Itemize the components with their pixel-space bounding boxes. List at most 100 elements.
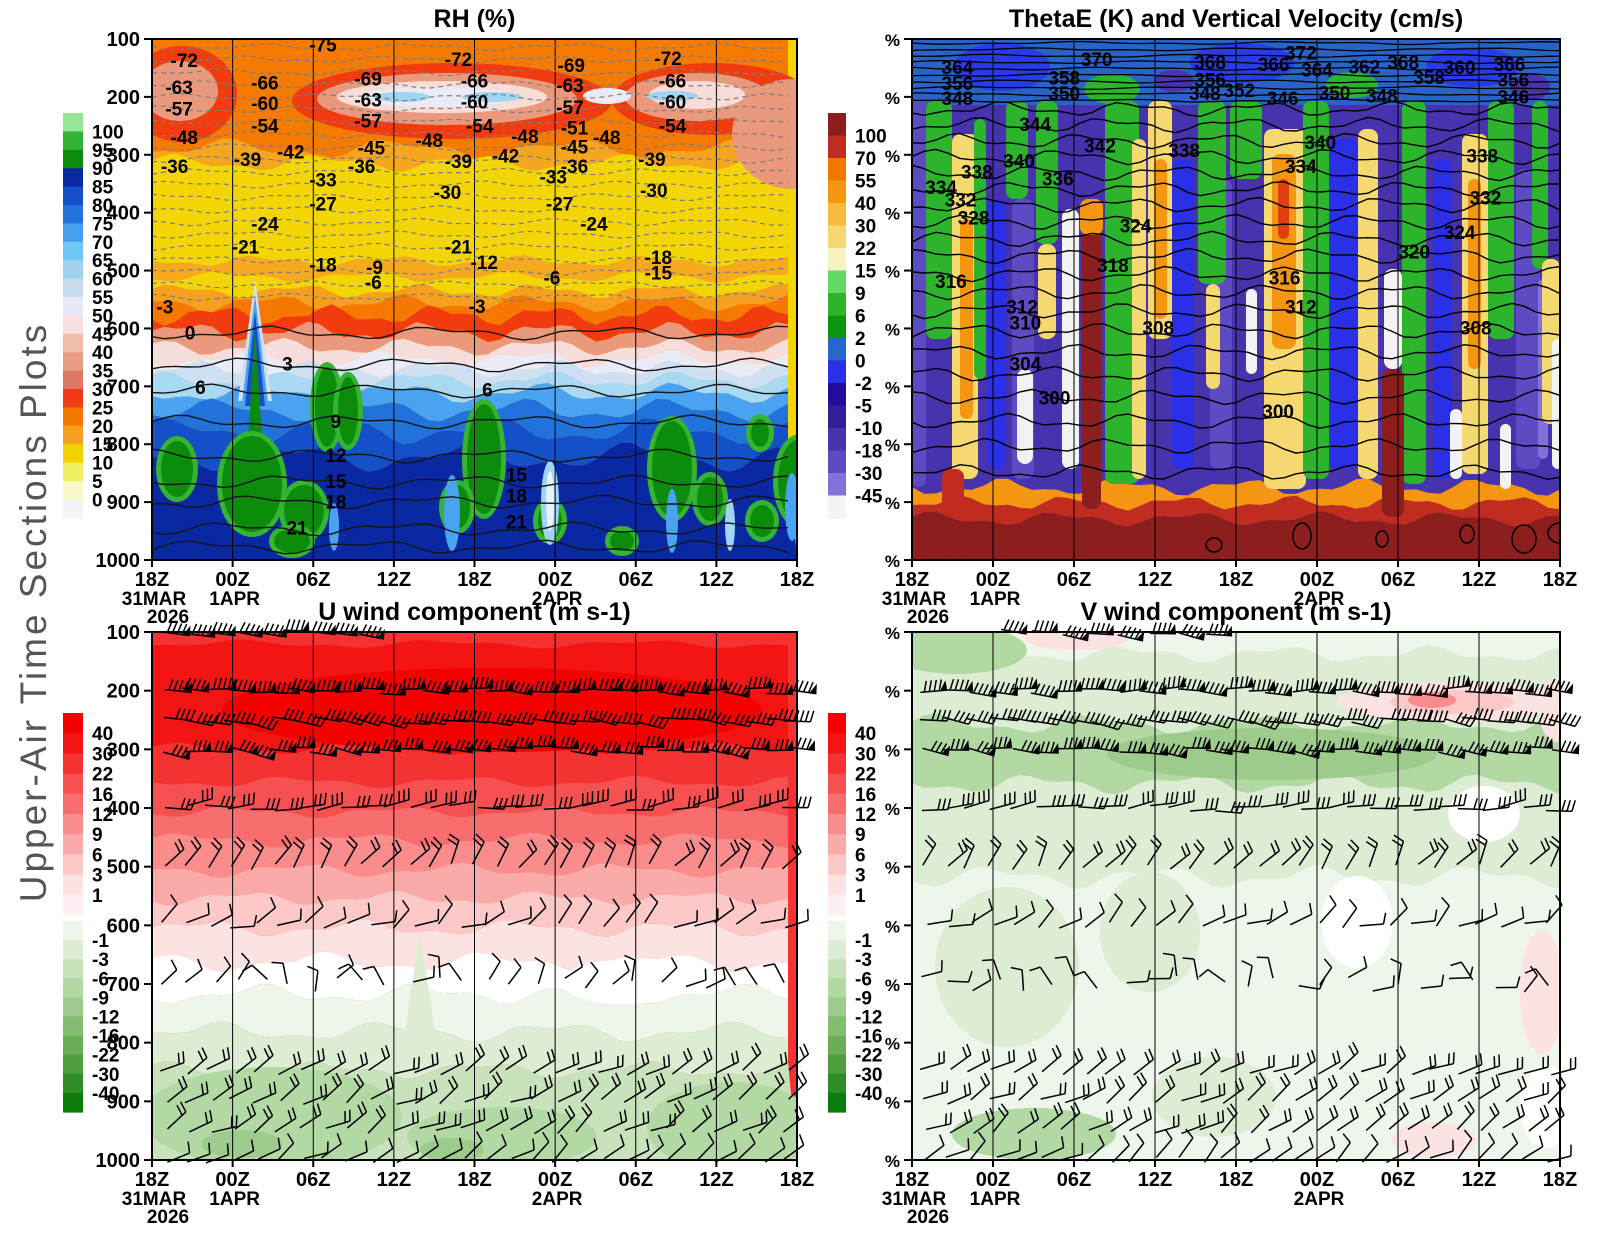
contour-label: 334	[1285, 157, 1317, 178]
x-tick-label: 06Z	[1057, 569, 1091, 591]
contour-label: -36	[161, 157, 188, 178]
y-tick-label: %	[885, 320, 900, 339]
colorbar-label: 15	[92, 435, 114, 456]
colorbar-segment	[63, 352, 83, 372]
contour-label: 324	[1444, 223, 1476, 244]
colorbar-label: -16	[92, 1027, 119, 1048]
colorbar-segment	[828, 959, 846, 979]
contour-label: 328	[958, 209, 990, 230]
contour-label: 338	[961, 162, 993, 183]
colorbar-segment	[828, 360, 846, 384]
contour-label: 342	[1084, 136, 1116, 157]
colorbar-segment	[828, 834, 846, 855]
contour-label: 320	[1398, 243, 1430, 264]
colorbar-label: -9	[855, 988, 872, 1009]
thetae-field	[912, 39, 1560, 560]
vwind-title: V wind component (m s-1)	[1080, 598, 1391, 626]
colorbar-segment	[63, 978, 83, 998]
y-tick-label: %	[885, 436, 900, 455]
colorbar-segment	[828, 180, 846, 204]
y-tick-label: 800	[107, 1033, 140, 1055]
contour-label: -48	[416, 131, 443, 152]
colorbar-segment	[828, 135, 846, 159]
contour-label: 366	[1258, 55, 1290, 76]
colorbar-label: 40	[855, 724, 876, 745]
contour-label: -48	[171, 128, 198, 149]
contour-label: -24	[251, 214, 279, 235]
panel-vwind: %%%%%%%%%%18Z 00Z 06Z 12Z 18Z 00Z 06Z 12Z 18Z31M…	[882, 598, 1582, 1228]
contour-label: -21	[232, 237, 260, 258]
x-date-label: 31MAR	[122, 589, 187, 610]
contour-label: 300	[1262, 402, 1294, 423]
colorbar-label: 20	[92, 417, 113, 438]
contour-label: 21	[506, 512, 528, 533]
colorbar-label: -6	[92, 969, 109, 990]
colorbar-segment	[828, 225, 846, 249]
panel-rh: -72-75-72 -69 -72-63 -66 -69 -66 -63 -66-57 -60-…	[96, 5, 815, 628]
contour-label: -39	[234, 150, 261, 171]
colorbar-segment	[63, 940, 83, 960]
contour-label: -6	[543, 269, 560, 290]
colorbar-segment	[828, 113, 846, 137]
contour-label: 368	[1194, 53, 1226, 74]
colorbar-segment	[63, 1073, 83, 1094]
x-date-label: 2APR	[532, 1189, 583, 1210]
y-tick-label: %	[885, 741, 900, 760]
contour-label: -60	[659, 93, 686, 114]
contour-label: 340	[1003, 151, 1035, 172]
x-tick-label: 18Z	[895, 569, 929, 591]
x-date-label: 1APR	[970, 1189, 1021, 1210]
colorbar-segment	[828, 1016, 846, 1037]
x-date-label: 1APR	[209, 589, 260, 610]
colorbar-label: -16	[855, 1027, 882, 1048]
x-tick-label: 18Z	[1543, 1169, 1577, 1191]
colorbar-label: 22	[855, 765, 876, 786]
colorbar-segment	[63, 444, 83, 464]
colorbar-label: 12	[855, 805, 876, 826]
colorbar-segment	[828, 874, 846, 896]
colorbar-label: -30	[855, 1065, 882, 1086]
colorbar-segment	[63, 834, 83, 855]
contour-label: -3	[469, 297, 486, 318]
x-tick-label: 06Z	[619, 569, 653, 591]
colorbar-label: -40	[92, 1084, 119, 1105]
contour-label: -6	[365, 273, 382, 294]
colorbar-label: 9	[855, 284, 866, 305]
rh-colorbar: 1009590858075706560555045403530252015105…	[63, 113, 124, 519]
uwind-wind-barbs	[160, 619, 817, 1164]
x-tick-label: 12Z	[699, 1169, 733, 1191]
colorbar-segment	[828, 854, 846, 876]
contour-label: 334	[925, 178, 957, 199]
y-tick-label: %	[885, 1035, 900, 1054]
uwind-field	[152, 632, 797, 1160]
y-tick-label: %	[885, 494, 900, 513]
colorbar-segment	[63, 753, 83, 775]
rh-field	[152, 39, 797, 560]
contour-label: 358	[1048, 69, 1080, 90]
contour-label: 356	[1497, 71, 1529, 92]
x-tick-label: 12Z	[1462, 1169, 1496, 1191]
y-tick-label: 200	[107, 681, 140, 703]
colorbar-segment	[63, 278, 83, 298]
x-tick-label: 00Z	[976, 1169, 1010, 1191]
colorbar-label: 40	[92, 724, 113, 745]
colorbar-segment	[63, 168, 83, 188]
colorbar-segment	[828, 773, 846, 795]
colorbar-label: -9	[92, 988, 109, 1009]
contour-label: 18	[506, 486, 527, 507]
y-tick-label: 200	[107, 87, 140, 109]
colorbar-label: 70	[92, 233, 113, 254]
y-tick-label: 500	[107, 261, 140, 283]
contour-label: -63	[165, 78, 192, 99]
contour-label: 350	[1048, 84, 1080, 105]
contour-label: -42	[492, 147, 519, 168]
y-tick-label: 700	[107, 376, 140, 398]
colorbar-label: 0	[92, 490, 103, 511]
colorbar-label: 3	[855, 866, 866, 887]
contour-label: -39	[638, 150, 665, 171]
colorbar-label: 30	[92, 380, 113, 401]
uwind-title: U wind component (m s-1)	[318, 598, 631, 626]
colorbar-label: 6	[855, 307, 866, 328]
contour-label: -3	[156, 297, 173, 318]
